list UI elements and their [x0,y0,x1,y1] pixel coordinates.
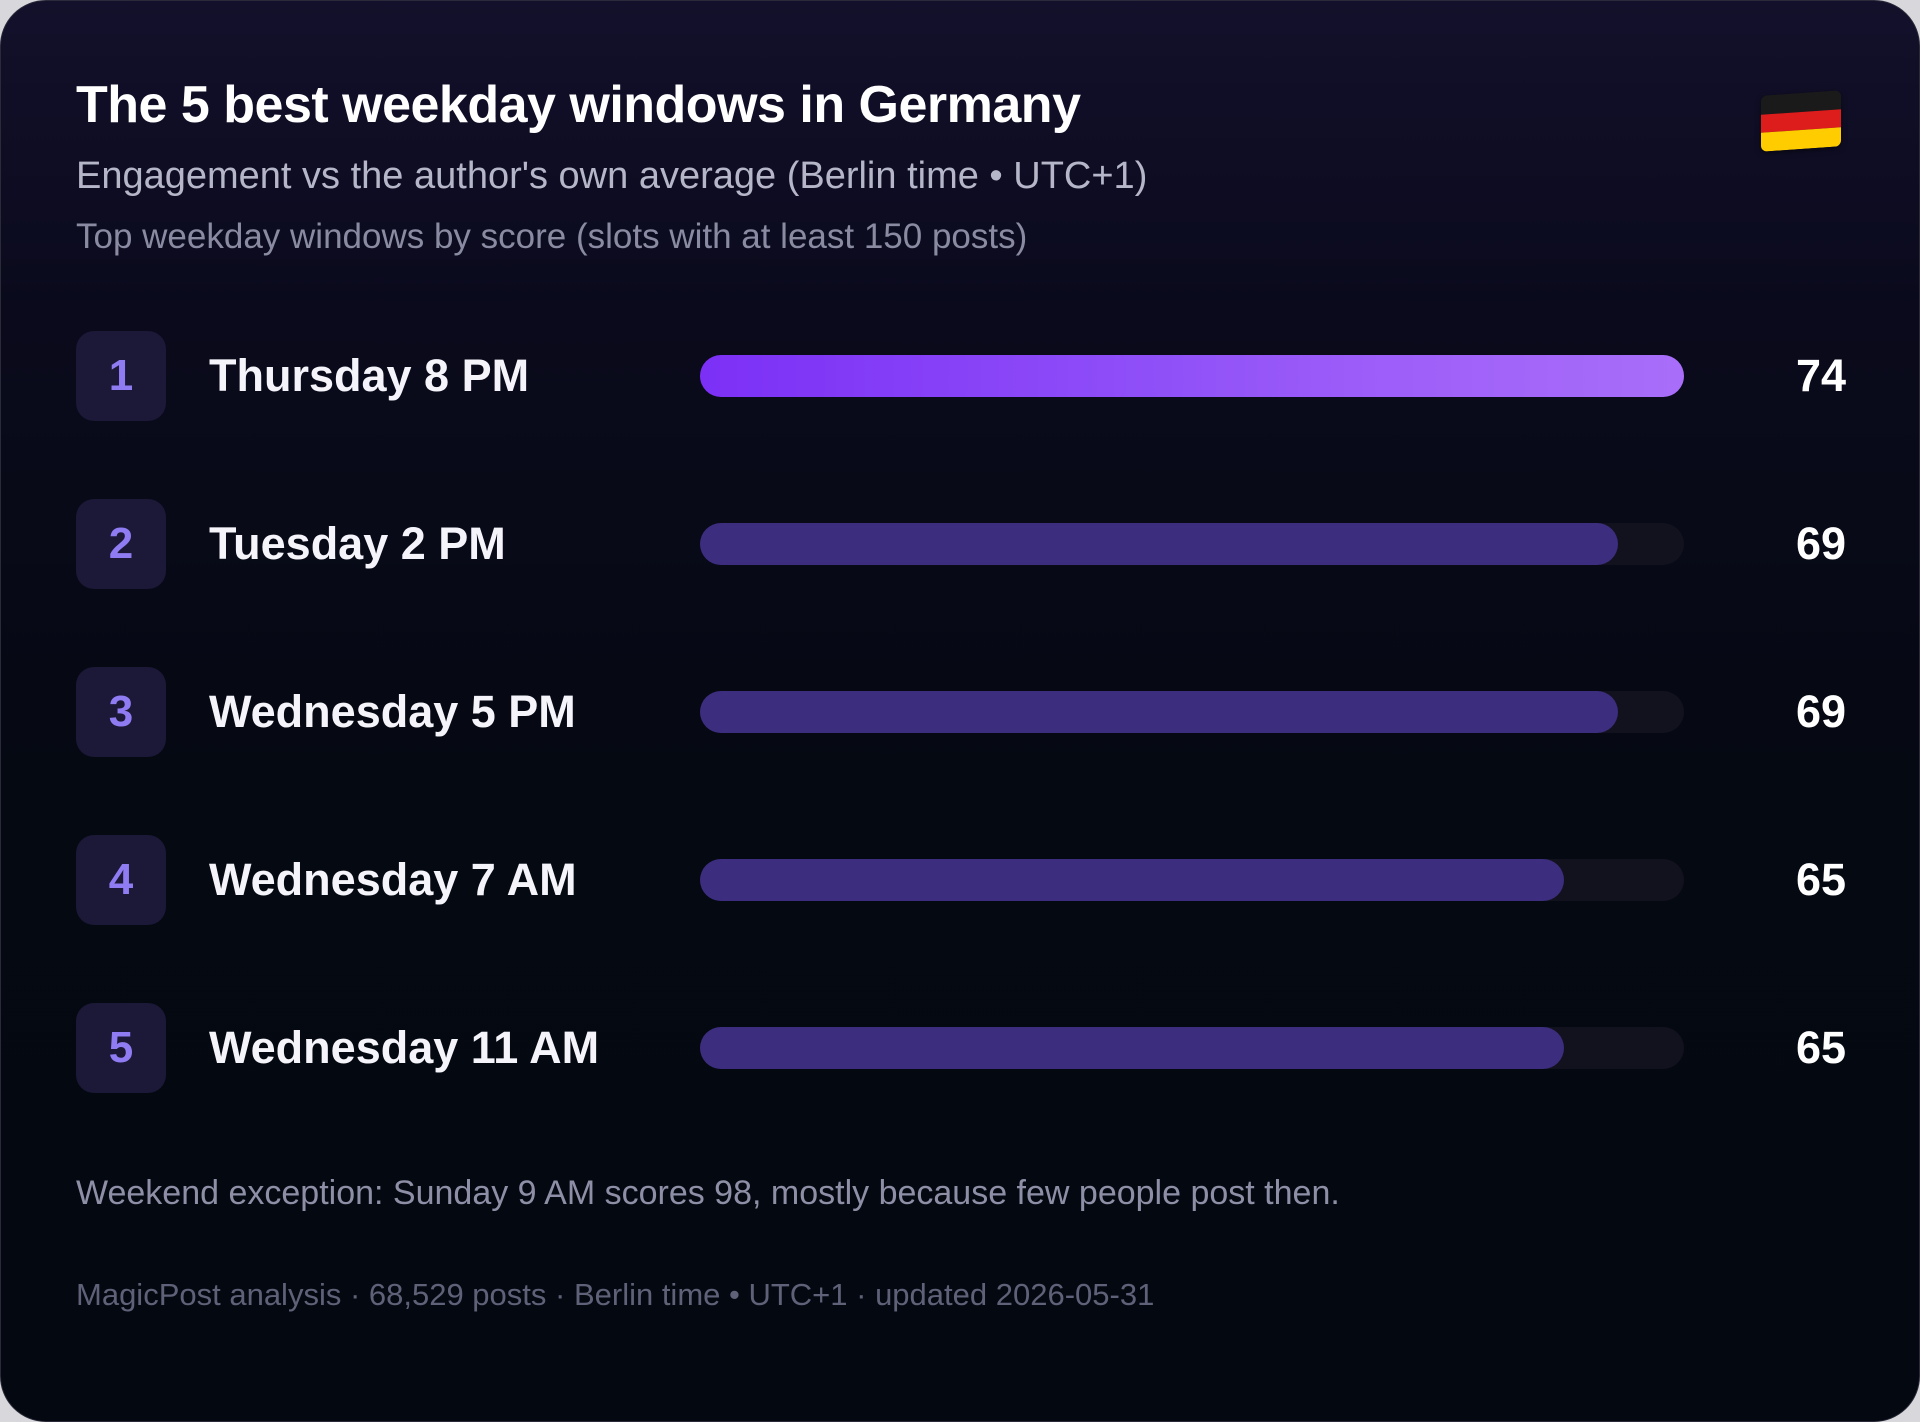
bar-track [700,355,1684,397]
chart-subtitle: Engagement vs the author's own average (… [76,155,1148,197]
bar-track [700,523,1684,565]
rank-badge: 3 [76,667,166,757]
germany-flag-icon [1761,90,1841,152]
bar-row: 1 Thursday 8 PM 74 [76,331,1846,421]
rank-badge: 4 [76,835,166,925]
bar-value-label: 69 [1795,518,1846,569]
bar-track [700,691,1684,733]
bar [700,355,1684,397]
bar-row: 5 Wednesday 11 AM 65 [76,1003,1846,1093]
bar-value-label: 65 [1795,1022,1846,1073]
bar-row: 3 Wednesday 5 PM 69 [76,667,1846,757]
rank-badge: 2 [76,499,166,589]
bar-value-label: 65 [1795,854,1846,905]
chart-caption: Top weekday windows by score (slots with… [76,217,1028,256]
bar-category-label: Tuesday 2 PM [209,518,506,569]
bar-track [700,859,1684,901]
bar-row: 4 Wednesday 7 AM 65 [76,835,1846,925]
bar [700,523,1618,565]
bar-category-label: Wednesday 11 AM [209,1022,600,1073]
bar [700,1027,1564,1069]
rank-badge: 5 [76,1003,166,1093]
bar-value-label: 69 [1795,686,1846,737]
bar [700,859,1564,901]
footer-source: MagicPost analysis · 68,529 posts · Berl… [76,1277,1155,1312]
bar [700,691,1618,733]
bar-row: 2 Tuesday 2 PM 69 [76,499,1846,589]
bar-category-label: Thursday 8 PM [209,350,530,401]
bar-value-label: 74 [1795,350,1846,401]
bar-track [700,1027,1684,1069]
chart-title: The 5 best weekday windows in Germany [76,76,1081,134]
bar-category-label: Wednesday 7 AM [209,854,577,905]
bar-category-label: Wednesday 5 PM [209,686,576,737]
weekend-note: Weekend exception: Sunday 9 AM scores 98… [76,1174,1340,1212]
rank-badge: 1 [76,331,166,421]
